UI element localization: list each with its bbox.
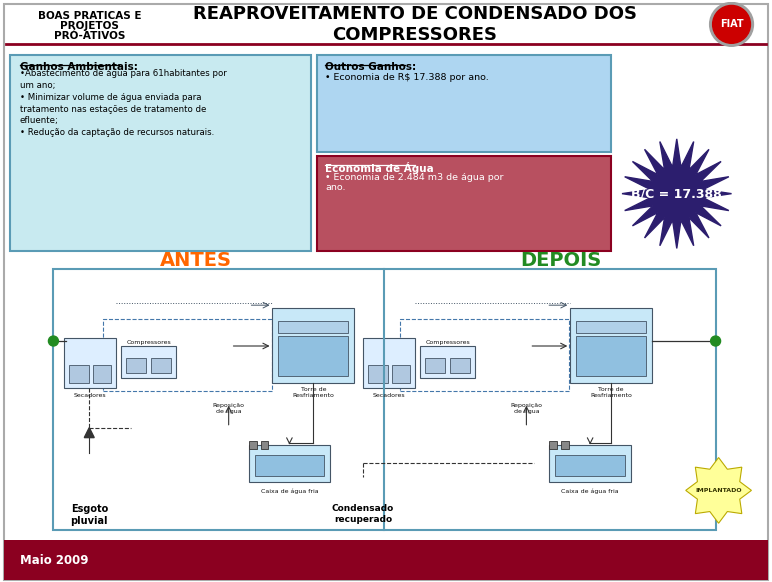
FancyBboxPatch shape xyxy=(64,338,116,388)
FancyBboxPatch shape xyxy=(69,365,90,383)
FancyBboxPatch shape xyxy=(249,441,256,449)
FancyBboxPatch shape xyxy=(279,336,348,376)
Circle shape xyxy=(49,336,59,346)
FancyBboxPatch shape xyxy=(571,308,652,383)
Text: ANTES: ANTES xyxy=(160,251,232,270)
Text: Esgoto
pluvial: Esgoto pluvial xyxy=(70,505,108,526)
FancyBboxPatch shape xyxy=(260,441,269,449)
FancyBboxPatch shape xyxy=(279,321,348,333)
FancyBboxPatch shape xyxy=(555,455,625,477)
Text: Caixa de água fria: Caixa de água fria xyxy=(561,488,619,494)
FancyBboxPatch shape xyxy=(450,358,469,373)
Text: Reposição
de água: Reposição de água xyxy=(212,403,245,414)
FancyBboxPatch shape xyxy=(255,455,324,477)
Text: Outros Ganhos:: Outros Ganhos: xyxy=(325,62,416,72)
Text: REAPROVEITAMENTO DE CONDENSADO DOS
COMPRESSORES: REAPROVEITAMENTO DE CONDENSADO DOS COMPR… xyxy=(193,5,637,44)
FancyBboxPatch shape xyxy=(121,346,176,378)
Text: Economia de Água: Economia de Água xyxy=(325,162,434,174)
FancyBboxPatch shape xyxy=(425,358,445,373)
Polygon shape xyxy=(84,428,94,438)
FancyBboxPatch shape xyxy=(576,321,646,333)
Circle shape xyxy=(709,2,753,47)
Text: PRÓ-ATIVOS: PRÓ-ATIVOS xyxy=(53,31,125,41)
FancyBboxPatch shape xyxy=(317,55,611,152)
Text: Reposição
de água: Reposição de água xyxy=(510,403,543,414)
FancyBboxPatch shape xyxy=(151,358,171,373)
Text: Compressores: Compressores xyxy=(127,340,171,345)
FancyBboxPatch shape xyxy=(249,445,330,482)
Text: Torre de
Resfriamento: Torre de Resfriamento xyxy=(293,387,334,398)
Circle shape xyxy=(710,336,720,346)
Text: • Economia de R$ 17.388 por ano.: • Economia de R$ 17.388 por ano. xyxy=(325,73,489,82)
FancyBboxPatch shape xyxy=(550,441,557,449)
FancyBboxPatch shape xyxy=(392,365,410,383)
Text: Torre de
Resfriamento: Torre de Resfriamento xyxy=(590,387,632,398)
Text: Ganhos Ambientais:: Ganhos Ambientais: xyxy=(19,62,137,72)
FancyBboxPatch shape xyxy=(317,156,611,251)
Circle shape xyxy=(713,5,750,43)
FancyBboxPatch shape xyxy=(4,5,768,580)
FancyBboxPatch shape xyxy=(368,365,388,383)
Text: B/C = 17.388: B/C = 17.388 xyxy=(631,187,722,200)
FancyBboxPatch shape xyxy=(273,308,354,383)
Text: •Abastecimento de água para 61habitantes por
um ano;
• Minimizar volume de água : •Abastecimento de água para 61habitantes… xyxy=(19,69,226,137)
Text: IMPLANTADO: IMPLANTADO xyxy=(696,488,742,493)
Text: Maio 2009: Maio 2009 xyxy=(19,553,88,567)
FancyBboxPatch shape xyxy=(363,338,415,388)
FancyBboxPatch shape xyxy=(561,441,569,449)
FancyBboxPatch shape xyxy=(550,445,631,482)
Text: • Economia de 2.484 m3 de água por
ano.: • Economia de 2.484 m3 de água por ano. xyxy=(325,173,504,192)
Text: Compressores: Compressores xyxy=(425,340,470,345)
Text: Secadores: Secadores xyxy=(74,393,107,398)
FancyBboxPatch shape xyxy=(420,346,475,378)
Text: Caixa de água fria: Caixa de água fria xyxy=(261,488,318,494)
Text: PROJETOS: PROJETOS xyxy=(59,22,119,31)
FancyBboxPatch shape xyxy=(4,540,768,580)
FancyBboxPatch shape xyxy=(576,336,646,376)
Text: DEPOIS: DEPOIS xyxy=(520,251,602,270)
FancyBboxPatch shape xyxy=(93,365,111,383)
Text: FIAT: FIAT xyxy=(720,19,743,29)
Text: Secadores: Secadores xyxy=(373,393,405,398)
Polygon shape xyxy=(622,139,732,249)
FancyBboxPatch shape xyxy=(126,358,146,373)
Polygon shape xyxy=(686,457,751,523)
Text: Condensado
recuperado: Condensado recuperado xyxy=(332,505,394,524)
FancyBboxPatch shape xyxy=(9,55,311,251)
Text: BOAS PRATICAS E: BOAS PRATICAS E xyxy=(38,12,141,22)
FancyBboxPatch shape xyxy=(53,269,716,530)
